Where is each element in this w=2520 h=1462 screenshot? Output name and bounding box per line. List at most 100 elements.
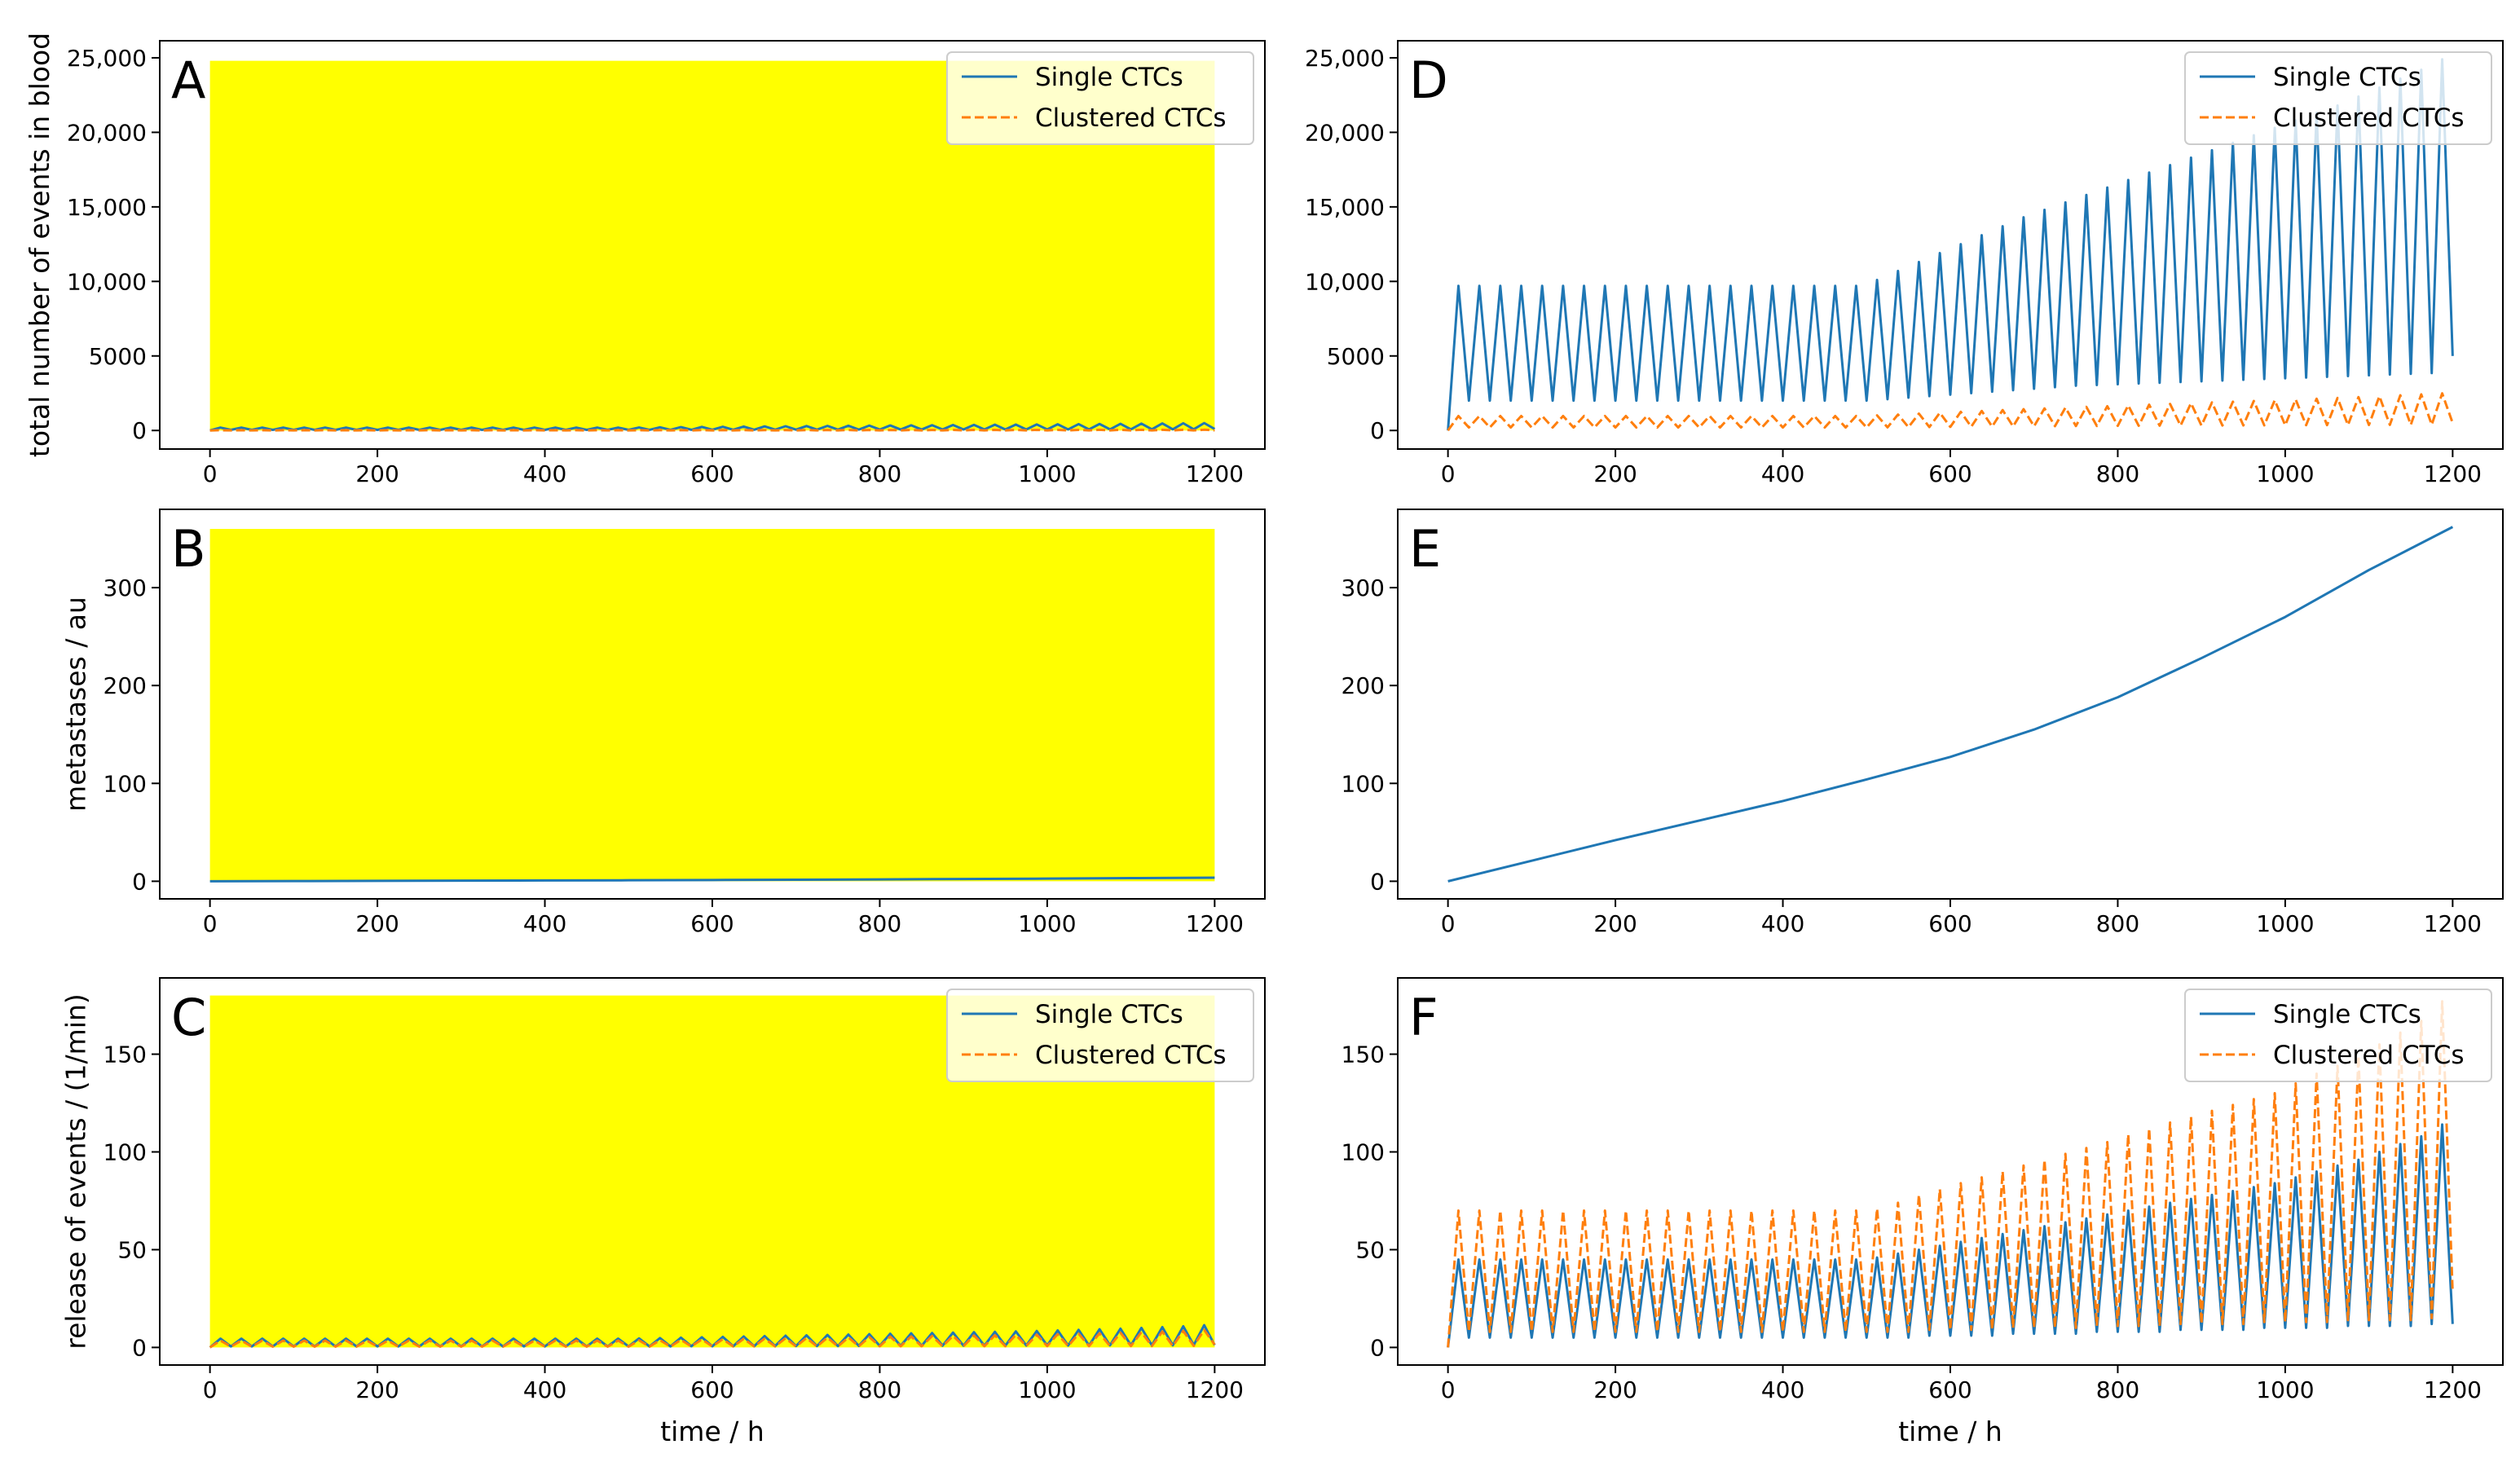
x-tick-label: 1000 bbox=[2256, 460, 2314, 487]
y-tick-label: 10,000 bbox=[67, 268, 147, 295]
y-tick-label: 300 bbox=[104, 575, 147, 601]
data-line bbox=[1447, 58, 2454, 431]
x-tick-label: 1000 bbox=[1018, 1376, 1076, 1403]
y-tick-label: 150 bbox=[104, 1041, 147, 1068]
panel-letter: F bbox=[1409, 988, 1438, 1047]
y-tick-label: 50 bbox=[1355, 1236, 1385, 1263]
x-tick-label: 600 bbox=[690, 1376, 734, 1403]
panel-letter: A bbox=[171, 51, 205, 110]
x-tick-label: 800 bbox=[2096, 460, 2139, 487]
legend-label: Single CTCs bbox=[2273, 1000, 2421, 1029]
x-tick-label: 600 bbox=[1928, 910, 1972, 937]
y-tick-label: 0 bbox=[1370, 417, 1385, 444]
panel-letter: C bbox=[171, 988, 206, 1047]
y-tick-label: 300 bbox=[1342, 575, 1385, 601]
x-tick-label: 600 bbox=[690, 460, 734, 487]
y-tick-label: 100 bbox=[104, 770, 147, 797]
panel: 0 200 400 600 800 1000 1200 0 100 200 300 E bbox=[1342, 509, 2504, 937]
x-tick-label: 600 bbox=[690, 910, 734, 937]
x-tick-label: 400 bbox=[523, 460, 566, 487]
data-line bbox=[209, 1328, 1216, 1349]
x-tick-label: 800 bbox=[2096, 910, 2139, 937]
panel: 0 200 400 600 800 1000 1200 0 100 200 300 metastase… bbox=[60, 509, 1266, 937]
x-tick-label: 0 bbox=[1441, 1376, 1456, 1403]
panel: 0 200 400 600 800 1000 1200 0 50 100 150 time / h F S… bbox=[1342, 977, 2504, 1447]
x-tick-label: 400 bbox=[523, 1376, 566, 1403]
panel: 0 200 400 600 800 1000 1200 0 50 100 150 release of… bbox=[60, 977, 1266, 1447]
x-tick-label: 800 bbox=[858, 910, 901, 937]
legend-label: Clustered CTCs bbox=[2273, 103, 2465, 133]
legend-box bbox=[946, 51, 1254, 145]
x-tick-label: 400 bbox=[1761, 1376, 1804, 1403]
x-tick-label: 400 bbox=[1761, 910, 1804, 937]
x-axis-label: time / h bbox=[660, 1416, 764, 1447]
panel: 0 200 400 600 800 1000 1200 0 5000 10,000 15,000 20… bbox=[1305, 40, 2504, 487]
x-axis-label: time / h bbox=[1898, 1416, 2002, 1447]
plot-area bbox=[1447, 58, 2454, 432]
y-tick-label: 50 bbox=[117, 1236, 147, 1263]
legend: Single CTCs Clustered CTCs bbox=[2184, 989, 2492, 1082]
legend-label: Clustered CTCs bbox=[2273, 1041, 2465, 1070]
x-tick-label: 1200 bbox=[2424, 460, 2482, 487]
y-tick-label: 200 bbox=[104, 672, 147, 699]
y-tick-label: 100 bbox=[1342, 770, 1385, 797]
x-tick-label: 800 bbox=[2096, 1376, 2139, 1403]
y-tick-label: 100 bbox=[104, 1139, 147, 1166]
x-tick-label: 200 bbox=[1593, 1376, 1637, 1403]
x-tick-label: 0 bbox=[1441, 910, 1456, 937]
y-tick-label: 15,000 bbox=[1305, 194, 1385, 221]
x-tick-label: 200 bbox=[1593, 460, 1637, 487]
x-tick-label: 1200 bbox=[1186, 910, 1244, 937]
panel-letter: E bbox=[1409, 519, 1441, 579]
y-tick-label: 100 bbox=[1342, 1139, 1385, 1166]
y-tick-label: 5000 bbox=[89, 343, 147, 370]
panel-letter: B bbox=[171, 519, 206, 579]
x-tick-label: 1200 bbox=[2424, 910, 2482, 937]
x-tick-label: 1200 bbox=[1186, 460, 1244, 487]
y-tick-label: 5000 bbox=[1327, 343, 1385, 370]
panel: 0 200 400 600 800 1000 1200 0 5000 10,000 15,000 20… bbox=[24, 33, 1266, 487]
data-line bbox=[209, 876, 1215, 883]
y-tick-label: 0 bbox=[1370, 1334, 1385, 1361]
x-tick-label: 800 bbox=[858, 460, 901, 487]
legend-label: Clustered CTCs bbox=[1035, 1041, 1227, 1070]
x-tick-label: 1000 bbox=[2256, 910, 2314, 937]
y-tick-label: 25,000 bbox=[1305, 45, 1385, 72]
y-axis-label: metastases / au bbox=[60, 597, 92, 812]
x-tick-label: 400 bbox=[523, 910, 566, 937]
axes-frame bbox=[1397, 509, 2504, 900]
x-tick-label: 800 bbox=[858, 1376, 901, 1403]
x-tick-label: 0 bbox=[203, 910, 218, 937]
y-tick-label: 0 bbox=[132, 1334, 147, 1361]
legend-label: Single CTCs bbox=[1035, 1000, 1183, 1029]
x-tick-label: 1000 bbox=[1018, 460, 1076, 487]
x-tick-label: 1000 bbox=[1018, 910, 1076, 937]
highlight-area bbox=[209, 529, 1215, 882]
x-tick-label: 200 bbox=[355, 460, 399, 487]
x-tick-label: 1200 bbox=[2424, 1376, 2482, 1403]
x-tick-label: 0 bbox=[1441, 460, 1456, 487]
y-tick-label: 10,000 bbox=[1305, 268, 1385, 295]
legend-box bbox=[2184, 51, 2492, 145]
y-tick-label: 150 bbox=[1342, 1041, 1385, 1068]
plot-area bbox=[1447, 526, 2454, 883]
x-tick-label: 0 bbox=[203, 1376, 218, 1403]
y-tick-label: 0 bbox=[132, 868, 147, 895]
y-tick-label: 25,000 bbox=[67, 45, 147, 72]
x-tick-label: 200 bbox=[1593, 910, 1637, 937]
data-line bbox=[209, 428, 1215, 432]
data-line bbox=[1447, 1000, 2454, 1348]
y-axis-label: release of events / (1/min) bbox=[60, 993, 92, 1350]
x-tick-label: 200 bbox=[355, 1376, 399, 1403]
legend: Single CTCs Clustered CTCs bbox=[946, 989, 1254, 1082]
x-tick-label: 1000 bbox=[2256, 1376, 2314, 1403]
y-tick-label: 15,000 bbox=[67, 194, 147, 221]
data-line bbox=[1447, 1123, 2454, 1348]
y-tick-label: 200 bbox=[1342, 672, 1385, 699]
x-tick-label: 400 bbox=[1761, 460, 1804, 487]
y-tick-label: 0 bbox=[132, 417, 147, 444]
legend-label: Single CTCs bbox=[2273, 63, 2421, 92]
y-tick-label: 0 bbox=[1370, 868, 1385, 895]
data-line bbox=[1447, 526, 2454, 883]
